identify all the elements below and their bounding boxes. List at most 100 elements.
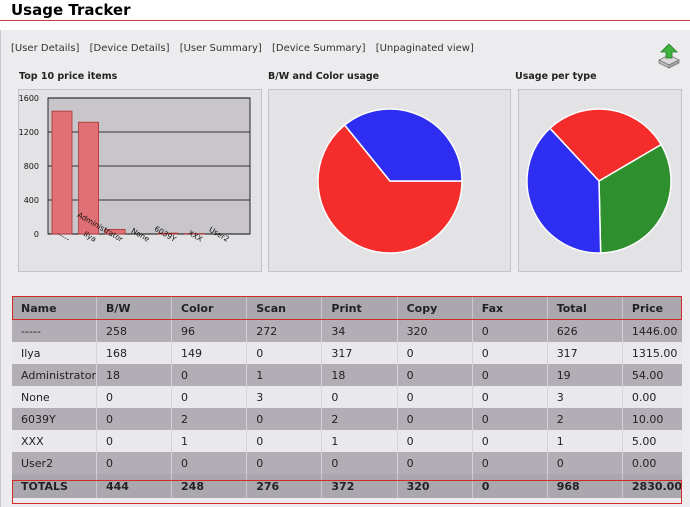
table-cell: 0.00 — [621, 452, 682, 474]
table-row: None 0 0 3 0 0 0 3 0.00 — [12, 386, 682, 408]
table-cell: 0 — [471, 342, 548, 364]
totals-copy: 320 — [396, 474, 473, 498]
bar — [104, 229, 126, 235]
table-cell: 0 — [321, 452, 398, 474]
totals-fax: 0 — [471, 474, 548, 498]
table-cell: 0 — [471, 452, 548, 474]
table-cell: 0 — [396, 364, 473, 386]
table-cell: 0 — [95, 386, 172, 408]
y-tick-label: 1200 — [19, 128, 39, 137]
per-type-pie-panel — [518, 89, 682, 272]
table-cell: 18 — [321, 364, 398, 386]
bar — [78, 121, 99, 235]
table-cell: 0 — [546, 452, 623, 474]
nav-unpaginated-view[interactable]: [Unpaginated view] — [375, 43, 474, 54]
table-cell: 0 — [396, 342, 473, 364]
table-cell: Ilya — [21, 346, 41, 360]
bw-color-pie-panel — [268, 89, 511, 272]
totals-total: 968 — [546, 474, 623, 498]
table-cell: 317 — [321, 342, 398, 364]
col-bw[interactable]: B/W — [95, 296, 172, 320]
table-cell: 0 — [171, 386, 247, 408]
bar — [51, 110, 73, 235]
col-scan[interactable]: Scan — [246, 296, 322, 320]
table-cell: 0 — [246, 430, 322, 452]
table-cell: ----- — [21, 324, 41, 338]
table-cell: 1 — [546, 430, 623, 452]
table-cell: 0 — [396, 430, 473, 452]
bar — [157, 232, 179, 235]
table-cell: 1446.00 — [621, 320, 682, 342]
table-cell: 6039Y — [21, 412, 56, 426]
table-cell: 1315.00 — [621, 342, 682, 364]
y-tick-label: 1600 — [19, 94, 39, 103]
table-cell: 258 — [95, 320, 172, 342]
chart-title-per-type: Usage per type — [515, 71, 597, 82]
table-cell: 96 — [171, 320, 247, 342]
table-cell: 0 — [321, 386, 398, 408]
chart-title-bw-color: B/W and Color usage — [268, 71, 380, 82]
table-row: User2 0 0 0 0 0 0 0 0.00 — [12, 452, 682, 474]
nav-user-summary[interactable]: [User Summary] — [179, 43, 262, 54]
table-cell: 1 — [171, 430, 247, 452]
table-cell: 2 — [171, 408, 247, 430]
table-cell: 3 — [246, 386, 322, 408]
nav-device-summary[interactable]: [Device Summary] — [271, 43, 366, 54]
table-cell: 19 — [546, 364, 623, 386]
table-cell: 0 — [471, 408, 548, 430]
y-tick-label: 0 — [34, 230, 39, 239]
table-header-row: Name B/W Color Scan Print Copy Fax Total… — [12, 296, 682, 320]
table-row: 6039Y 0 2 0 2 0 0 2 10.00 — [12, 408, 682, 430]
table-row: XXX 0 1 0 1 0 0 1 5.00 — [12, 430, 682, 452]
col-print[interactable]: Print — [321, 296, 398, 320]
totals-color: 248 — [171, 474, 247, 498]
usage-table: Name B/W Color Scan Print Copy Fax Total… — [12, 296, 682, 498]
table-cell: 2 — [321, 408, 398, 430]
y-tick-label: 800 — [24, 162, 39, 171]
table-cell: 0 — [246, 408, 322, 430]
table-cell: 1 — [321, 430, 398, 452]
nav-device-details[interactable]: [Device Details] — [89, 43, 170, 54]
col-name[interactable]: Name — [21, 301, 57, 315]
table-cell: 10.00 — [621, 408, 682, 430]
title-bar: Usage Tracker — [0, 0, 690, 21]
page-title: Usage Tracker — [11, 1, 131, 19]
pie-slice — [343, 108, 463, 182]
pie-slice — [548, 108, 663, 182]
table-cell: 0 — [95, 452, 172, 474]
nav-user-details[interactable]: [User Details] — [11, 43, 80, 54]
download-arrow-icon[interactable] — [656, 42, 682, 70]
table-cell: 168 — [95, 342, 172, 364]
col-color[interactable]: Color — [171, 296, 247, 320]
table-cell: 272 — [246, 320, 322, 342]
table-cell: 0 — [95, 408, 172, 430]
pie-slice — [526, 127, 602, 254]
col-total[interactable]: Total — [546, 296, 623, 320]
table-cell: 0 — [246, 452, 322, 474]
table-cell: 320 — [396, 320, 473, 342]
table-cell: 34 — [321, 320, 398, 342]
report-nav: [User Details] [Device Details] [User Su… — [11, 43, 481, 54]
y-tick-label: 400 — [24, 196, 39, 205]
table-cell: 0 — [471, 386, 548, 408]
table-cell: XXX — [21, 434, 44, 448]
table-cell: 0 — [246, 342, 322, 364]
per-type-pie-chart — [526, 108, 672, 254]
pie-slice — [598, 143, 672, 254]
totals-print: 372 — [321, 474, 398, 498]
table-cell: 2 — [546, 408, 623, 430]
col-copy[interactable]: Copy — [396, 296, 473, 320]
table-cell: 0 — [95, 430, 172, 452]
table-cell: 0 — [471, 430, 548, 452]
col-price[interactable]: Price — [621, 296, 682, 320]
totals-scan: 276 — [246, 474, 322, 498]
totals-price: 2830.00 — [621, 474, 682, 498]
table-cell: 3 — [546, 386, 623, 408]
table-row: Ilya 168 149 0 317 0 0 317 1315.00 — [12, 342, 682, 364]
totals-bw: 444 — [95, 474, 172, 498]
table-row: Administrator 18 0 1 18 0 0 19 54.00 — [12, 364, 682, 386]
table-cell: 149 — [171, 342, 247, 364]
col-fax[interactable]: Fax — [471, 296, 548, 320]
totals-row: TOTALS 444 248 276 372 320 0 968 2830.00 — [12, 474, 682, 498]
